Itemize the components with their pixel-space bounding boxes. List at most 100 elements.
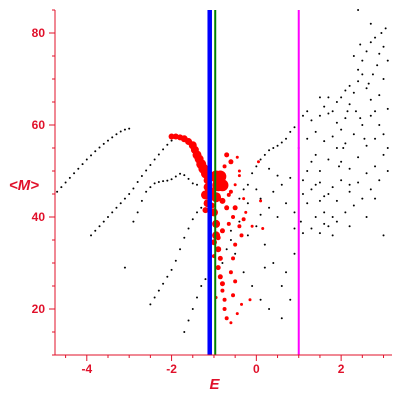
data-point-red <box>226 221 231 226</box>
data-point-black <box>132 187 135 190</box>
data-point-black <box>251 285 254 287</box>
data-point-black <box>382 133 385 136</box>
data-point-black <box>348 190 351 193</box>
data-point-black <box>200 206 203 209</box>
data-point-black <box>280 141 283 144</box>
data-point-red <box>220 288 225 293</box>
data-point-black <box>365 144 368 147</box>
data-point-black <box>111 136 114 139</box>
data-point-black <box>98 146 101 149</box>
data-point-red <box>239 233 244 238</box>
data-point-black <box>153 182 156 185</box>
data-point-red <box>261 227 265 230</box>
data-point-black <box>344 142 347 145</box>
data-point-black <box>234 252 237 255</box>
data-point-black <box>323 222 326 225</box>
data-point-black <box>280 183 283 186</box>
data-point-black <box>170 268 173 271</box>
data-point-black <box>149 303 152 306</box>
data-point-red <box>237 224 242 229</box>
data-point-black <box>289 130 292 133</box>
data-point-black <box>314 216 317 218</box>
data-point-black <box>357 80 360 83</box>
data-point-black <box>272 190 275 193</box>
data-point-black <box>310 227 313 230</box>
data-point-red <box>219 228 225 234</box>
data-point-black <box>369 188 372 191</box>
data-point-red <box>259 199 263 203</box>
data-point-black <box>285 202 288 205</box>
data-point-black <box>340 96 343 99</box>
data-point-red <box>244 210 248 214</box>
data-point-black <box>128 127 131 130</box>
data-point-black <box>374 110 377 113</box>
data-point-black <box>382 45 385 48</box>
data-point-red <box>231 256 236 261</box>
data-point-red <box>202 207 209 214</box>
data-point-black <box>268 308 271 310</box>
data-point-black <box>136 181 139 184</box>
data-point-black <box>314 183 317 186</box>
data-point-black <box>183 174 186 177</box>
data-point-black <box>357 68 360 71</box>
data-point-black <box>386 170 389 172</box>
data-point-black <box>272 262 275 264</box>
data-point-black <box>259 158 262 161</box>
ticks: -4 -2 0 2 20 40 60 80 <box>32 9 385 376</box>
data-point-black <box>378 94 381 97</box>
data-point-red <box>233 183 237 187</box>
data-point-black <box>119 130 122 133</box>
data-point-black <box>162 148 165 151</box>
data-point-black <box>323 140 326 143</box>
x-tick-label: 0 <box>253 362 260 376</box>
data-point-black <box>289 298 292 301</box>
data-point-black <box>204 278 207 281</box>
data-point-black <box>371 73 374 76</box>
data-point-black <box>157 289 160 292</box>
data-point-red <box>215 265 221 271</box>
data-point-black <box>369 41 372 44</box>
data-point-black <box>386 107 389 110</box>
data-point-black <box>374 36 377 39</box>
data-point-red <box>217 274 223 280</box>
data-point-red <box>228 159 234 165</box>
data-point-black <box>386 59 389 62</box>
data-point-black <box>268 206 271 209</box>
data-point-black <box>263 243 266 246</box>
y-tick-label: 60 <box>32 118 46 132</box>
data-point-black <box>60 186 63 189</box>
data-point-red <box>168 133 175 140</box>
data-point-black <box>335 199 338 202</box>
data-point-black <box>361 124 364 126</box>
data-point-black <box>276 174 279 177</box>
data-point-black <box>374 137 377 140</box>
x-tick-label: -2 <box>166 362 177 376</box>
data-point-black <box>132 220 135 223</box>
data-point-black <box>123 197 126 200</box>
data-point-black <box>123 128 126 131</box>
data-point-black <box>191 182 194 185</box>
data-point-black <box>348 225 351 228</box>
data-point-black <box>359 117 362 120</box>
data-point-red <box>233 279 238 284</box>
data-point-black <box>352 204 355 207</box>
plot-area <box>56 9 389 352</box>
data-point-black <box>81 163 84 166</box>
data-point-black <box>346 110 349 113</box>
data-point-black <box>153 296 156 299</box>
data-point-black <box>191 308 194 310</box>
data-point-black <box>225 248 228 251</box>
data-point-black <box>238 197 241 200</box>
data-point-black <box>187 177 190 180</box>
data-point-black <box>306 202 309 205</box>
data-point-black <box>111 211 114 214</box>
data-point-black <box>335 101 338 103</box>
data-point-black <box>183 331 186 333</box>
data-point-black <box>331 135 334 138</box>
data-point-black <box>280 285 283 287</box>
data-point-red <box>226 192 231 197</box>
data-point-black <box>94 150 97 153</box>
data-point-black <box>140 175 143 178</box>
x-tick-label: 2 <box>338 362 345 376</box>
data-point-black <box>166 275 169 278</box>
